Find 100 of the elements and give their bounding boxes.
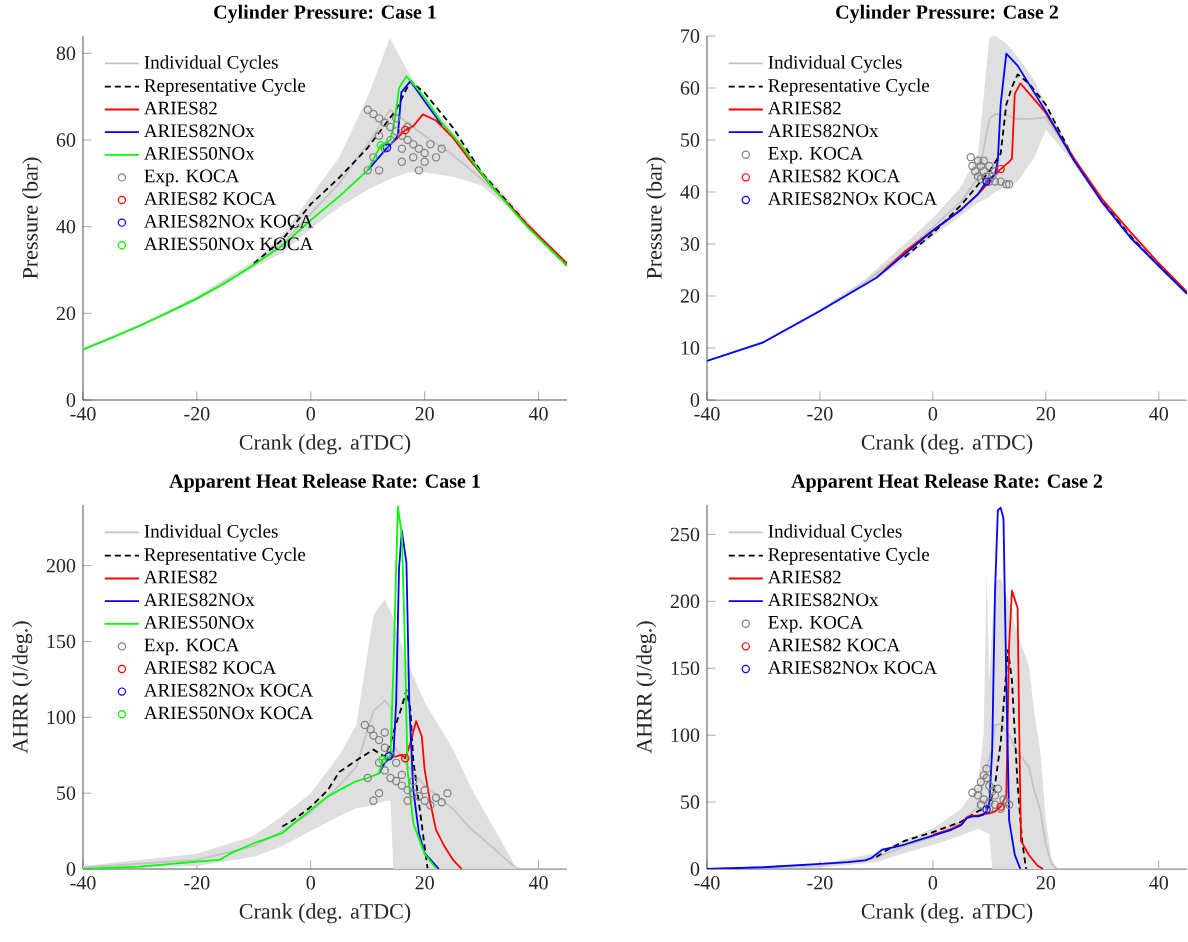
chart-title: Cylinder Pressure: Case 1 — [214, 4, 436, 23]
point — [985, 161, 994, 171]
point — [990, 791, 1000, 800]
legend-label: ARIES82NOx — [767, 593, 879, 607]
x-tick-label: -20 — [184, 407, 210, 421]
x-tick-label: 20 — [415, 407, 434, 421]
point — [1004, 800, 1014, 809]
legend-label: ARIES82 KOCA — [144, 661, 277, 674]
y-tick-label: 40 — [56, 219, 76, 234]
y-axis-title: Pressure (bar) — [646, 157, 667, 279]
x-axis-title: Crank (deg. aTDC) — [239, 903, 411, 924]
point — [391, 776, 401, 786]
x-tick-label: -20 — [807, 407, 833, 421]
point — [403, 785, 412, 795]
point — [420, 785, 429, 795]
point — [996, 164, 1005, 174]
legend-label: ARIES50NOx — [144, 146, 255, 160]
chart-title: Cylinder Pressure: Case 2 — [836, 4, 1059, 23]
y-tick-label: 50 — [681, 133, 700, 147]
point — [409, 788, 418, 798]
point — [426, 801, 435, 810]
point — [993, 784, 1003, 793]
legend-label: ARIES82 KOCA — [767, 638, 901, 652]
legend-label: Exp. KOCA — [144, 169, 240, 187]
x-axis-title: Crank (deg. aTDC) — [239, 434, 411, 455]
point — [369, 796, 378, 805]
chart-title: Apparent Heat Release Rate: Case 2 — [791, 473, 1103, 492]
point — [976, 777, 986, 787]
point — [990, 177, 1000, 186]
legend-label: ARIES82 — [767, 570, 841, 584]
point — [403, 135, 412, 145]
y-tick-label: 20 — [56, 306, 76, 321]
y-tick-label: 80 — [56, 46, 76, 61]
legend-label: Individual Cycles — [768, 524, 902, 542]
y-axis-title: Pressure (bar) — [22, 157, 43, 279]
legend-label: Representative Cycle — [144, 78, 306, 96]
point — [443, 788, 452, 798]
point — [437, 144, 446, 153]
x-tick-label: 0 — [928, 407, 938, 421]
point — [409, 153, 418, 162]
point — [363, 105, 372, 114]
point — [374, 166, 384, 175]
point — [386, 122, 395, 132]
y-tick-label: 60 — [56, 133, 76, 147]
point — [979, 156, 988, 165]
legend-label: ARIES82 KOCA — [767, 169, 901, 183]
y-tick-label: 50 — [681, 795, 700, 809]
legend-label: ARIES82NOx — [144, 124, 255, 138]
point — [982, 773, 991, 783]
point — [996, 177, 1005, 186]
point — [979, 795, 988, 804]
x-tick-label: 0 — [306, 876, 316, 890]
point — [409, 776, 418, 786]
y-axis-title: AHRR (J/deg.) — [636, 621, 657, 754]
point — [386, 773, 395, 783]
point — [403, 796, 412, 805]
x-axis-title: Crank (deg. aTDC) — [861, 434, 1033, 455]
point — [973, 172, 983, 181]
point — [374, 131, 384, 140]
legend-label: Representative Cycle — [144, 547, 306, 565]
legend-label: ARIES82 — [144, 101, 217, 115]
legend-label: Representative Cycle — [768, 547, 930, 565]
point — [378, 755, 387, 764]
legend-label: Individual Cycles — [144, 524, 278, 542]
point — [1002, 797, 1011, 807]
y-tick-label: 100 — [47, 710, 76, 725]
point — [391, 114, 401, 123]
point — [391, 758, 401, 768]
point — [420, 157, 429, 166]
point — [1004, 180, 1014, 189]
line-series — [366, 80, 443, 172]
point — [380, 728, 389, 737]
y-tick-label: 0 — [66, 393, 76, 407]
legend-label: Individual Cycles — [144, 55, 278, 73]
y-tick-label: 30 — [680, 237, 700, 251]
point — [979, 167, 988, 176]
point — [420, 148, 429, 158]
point — [973, 156, 983, 165]
point — [397, 157, 407, 166]
y-tick-label: 50 — [57, 786, 76, 800]
x-tick-label: 40 — [1149, 407, 1169, 421]
point — [374, 114, 384, 123]
x-tick-label: 20 — [1036, 876, 1056, 890]
point — [386, 135, 395, 145]
x-tick-label: 0 — [928, 876, 938, 890]
x-tick-label: 20 — [1036, 407, 1056, 421]
point — [369, 153, 378, 162]
point — [374, 735, 384, 745]
point — [360, 720, 370, 730]
y-tick-label: 0 — [690, 862, 700, 876]
legend-label: ARIES82 KOCA — [144, 192, 277, 205]
point — [982, 172, 991, 181]
point — [363, 166, 372, 175]
y-axis-title: AHRR (J/deg.) — [12, 621, 33, 754]
point — [369, 731, 378, 740]
point — [414, 144, 424, 153]
point — [968, 788, 977, 797]
y-tick-label: 70 — [681, 29, 700, 43]
point — [397, 770, 407, 780]
point — [366, 725, 375, 734]
